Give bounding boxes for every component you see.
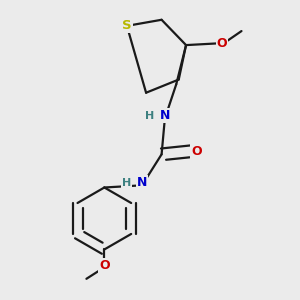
Text: N: N — [160, 110, 170, 122]
Text: N: N — [137, 176, 147, 189]
Text: O: O — [99, 259, 110, 272]
Text: O: O — [191, 145, 202, 158]
Text: S: S — [122, 20, 132, 32]
Text: O: O — [217, 37, 227, 50]
Text: H: H — [145, 111, 154, 121]
Text: H: H — [122, 178, 131, 188]
